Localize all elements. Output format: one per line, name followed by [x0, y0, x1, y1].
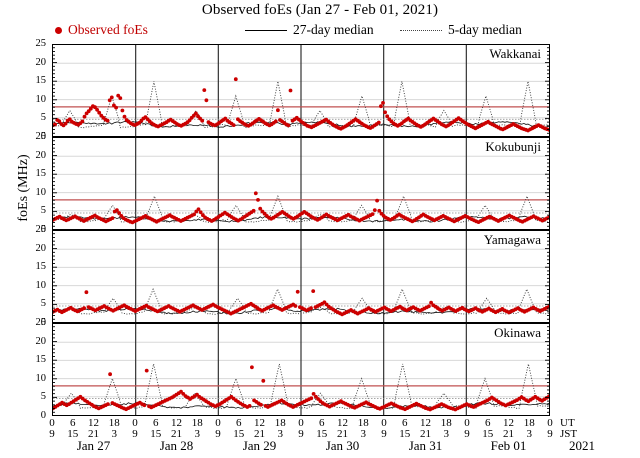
panel-yamagawa: Yamagawa — [52, 230, 550, 323]
x-tick-label: 18 3 — [274, 417, 286, 440]
y-tick-label: 20 — [35, 335, 47, 347]
chart-legend: Observed foEs 27-day median 5-day median — [0, 22, 640, 40]
y-tick-label: 15 — [35, 75, 47, 87]
x-tick-label: 12 21 — [88, 417, 99, 440]
y-tick-label: 10 — [35, 93, 47, 105]
y-tick-label: 5 — [40, 298, 46, 310]
y-tick-label: 0 — [40, 317, 46, 328]
y-tick-label: 20 — [35, 242, 47, 254]
y-tick-label: 25 — [35, 317, 47, 328]
station-label: Wakkanai — [487, 46, 543, 62]
y-tick-label: 15 — [35, 261, 47, 273]
x-tick-label: 6 15 — [233, 417, 245, 440]
legend-item-observed: Observed foEs — [55, 22, 148, 38]
x-tick-label: 6 15 — [316, 417, 328, 440]
y-tick-label: 0 — [40, 131, 46, 142]
day-label: Jan 27 — [76, 438, 111, 453]
y-tick-label: 10 — [35, 372, 47, 384]
y-tick-label: 0 — [40, 224, 46, 235]
time-system-labels: UT JST — [560, 417, 578, 440]
dotted-line-icon — [400, 29, 442, 31]
x-tick-label: 18 3 — [523, 417, 535, 440]
station-label: Okinawa — [492, 325, 543, 341]
x-tick-label: 18 3 — [191, 417, 203, 440]
x-tick-label: 6 15 — [482, 417, 494, 440]
x-tick-label: 6 15 — [150, 417, 162, 440]
y-tick-label: 0 — [40, 410, 46, 421]
x-tick-label: 6 15 — [399, 417, 411, 440]
solid-line-icon — [245, 29, 287, 31]
y-tick-label: 5 — [40, 205, 46, 217]
legend-label-observed: Observed foEs — [68, 22, 148, 37]
x-axis-ticks: 0 9 6 15 12 21 18 3 0 9 6 15 12 21 18 3 0 9 6 15 12 21 18 3 0 9 6 1… — [0, 418, 640, 458]
year-label: 2021 — [569, 438, 595, 453]
x-tick-label: 18 3 — [440, 417, 452, 440]
y-tick-label: 10 — [35, 186, 47, 198]
y-tick-label: 15 — [35, 168, 47, 180]
y-tick-marks — [52, 137, 550, 230]
day-label: Jan 29 — [242, 438, 277, 453]
x-tick-label: 12 21 — [171, 417, 182, 440]
legend-item-5day: 5-day median — [400, 22, 522, 38]
y-tick-label: 15 — [35, 354, 47, 366]
y-tick-label: 5 — [40, 391, 46, 403]
panel-okinawa: Okinawa — [52, 323, 550, 416]
y-tick-label: 20 — [35, 56, 47, 68]
station-label: Kokubunji — [483, 139, 543, 155]
y-tick-label: 10 — [35, 279, 47, 291]
y-tick-label: 5 — [40, 112, 46, 124]
panel-kokubunji: Kokubunji — [52, 137, 550, 230]
legend-label-5day: 5-day median — [448, 22, 522, 37]
x-tick-label: 18 3 — [108, 417, 120, 440]
y-tick-marks — [52, 323, 550, 416]
y-tick-marks — [52, 44, 550, 137]
x-tick-label: 6 15 — [67, 417, 79, 440]
x-tick-label: 12 21 — [337, 417, 348, 440]
day-label: Feb 01 — [490, 438, 527, 453]
x-tick-label: 18 3 — [357, 417, 369, 440]
x-tick-label: 12 21 — [254, 417, 265, 440]
x-tick-label: 12 21 — [420, 417, 431, 440]
chart-title: Observed foEs (Jan 27 - Feb 01, 2021) — [201, 2, 439, 18]
day-label: Jan 31 — [408, 438, 443, 453]
day-label: Jan 30 — [325, 438, 360, 453]
y-tick-label: 25 — [35, 38, 47, 49]
y-tick-marks — [52, 230, 550, 323]
dot-marker-icon — [55, 26, 62, 34]
x-tick-label: 12 21 — [503, 417, 514, 440]
day-label: Jan 28 — [159, 438, 194, 453]
station-label: Yamagawa — [481, 232, 543, 248]
y-tick-label: 20 — [35, 149, 47, 161]
legend-item-27day: 27-day median — [245, 22, 374, 38]
legend-label-27day: 27-day median — [293, 22, 374, 37]
y-tick-label: 25 — [35, 224, 47, 235]
panel-wakkanai: Wakkanai — [52, 44, 550, 137]
y-tick-label: 25 — [35, 131, 47, 142]
